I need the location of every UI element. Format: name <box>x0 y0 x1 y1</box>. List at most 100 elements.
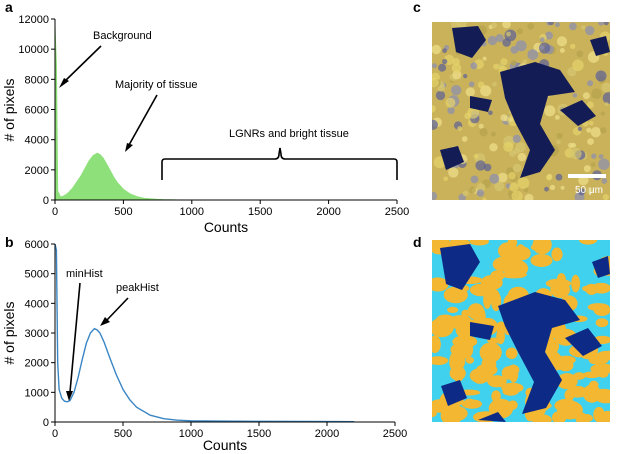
y-tick-label-a-0: 0 <box>43 195 49 207</box>
segmentation-blob <box>449 352 459 371</box>
segmentation-blob <box>505 347 518 360</box>
y-tick-label-b-5: 5000 <box>25 269 49 281</box>
micrograph-speckle <box>577 126 583 131</box>
panel-letter-c: c <box>413 0 421 15</box>
micrograph-speckle <box>576 50 584 58</box>
segmentation-blob <box>449 366 466 381</box>
micrograph-speckle <box>470 175 479 184</box>
micrograph-speckle <box>540 45 545 50</box>
micrograph-speckle <box>515 40 527 52</box>
micrograph-speckle <box>448 167 459 178</box>
micrograph-dark-regions <box>440 26 610 178</box>
micrograph-speckle <box>604 102 609 107</box>
micrograph-speckle <box>482 197 487 200</box>
micrograph-speckle <box>470 62 478 70</box>
annotation-minhist: minHist <box>66 268 103 280</box>
segmentation-blob <box>491 390 501 403</box>
segmentation-blob <box>432 335 441 354</box>
arrow-peakhist <box>105 297 129 322</box>
micrograph-speckle <box>478 123 484 129</box>
micrograph-speckle <box>513 148 520 155</box>
micrograph-speckle <box>556 132 563 139</box>
arrowhead-majority-of-tissue <box>125 143 133 152</box>
micrograph-speckle <box>469 186 476 194</box>
segmentation-blob <box>551 247 563 262</box>
histogram-b: 0 500 1000 1500 2000 2500 0 1000 2000 3000 4000 500… <box>1 239 407 453</box>
micrograph-speckle <box>590 127 601 138</box>
micrograph-speckle <box>452 70 462 80</box>
annotation-lgnrs: LGNRs and bright tissue <box>229 128 349 140</box>
arrow-minhist <box>69 282 81 393</box>
micrograph-speckle <box>544 186 549 192</box>
x-tick-label-a-1: 500 <box>114 206 132 218</box>
micrograph-speckle <box>544 105 556 117</box>
segmentation-blob <box>455 321 472 339</box>
micrograph-speckle <box>570 43 576 49</box>
x-tick-label-b-2: 1000 <box>179 428 203 440</box>
x-tick-label-b-4: 2000 <box>315 428 339 440</box>
micrograph-speckle <box>476 189 485 197</box>
micrograph-speckle <box>511 190 523 200</box>
micrograph-speckle <box>582 92 590 100</box>
micrograph-speckle <box>600 111 605 116</box>
segmentation-blob <box>582 371 601 379</box>
micrograph-speckle <box>591 153 597 159</box>
segmentation-blob <box>432 403 453 412</box>
y-tick-label-b-6: 6000 <box>25 239 49 251</box>
segmentation-blob <box>571 274 581 293</box>
micrograph-speckle <box>461 136 468 142</box>
arrowhead-background <box>59 78 69 88</box>
micrograph-speckle <box>443 176 449 182</box>
segmentation-blob <box>469 283 494 297</box>
segmentation-blob <box>498 242 519 260</box>
arrow-background <box>63 45 102 83</box>
segmentation-blob <box>595 388 610 395</box>
micrograph-speckle <box>586 127 592 133</box>
micrograph-speckle <box>435 90 446 101</box>
micrograph-speckle <box>503 141 514 152</box>
segmentation-blob <box>443 286 468 304</box>
micrograph-speckle <box>585 25 595 36</box>
micrograph-speckle <box>450 22 461 30</box>
segmentation-blob <box>432 356 449 365</box>
micrograph-speckle <box>495 34 504 43</box>
micrograph-speckle <box>457 126 463 131</box>
micrograph-speckle <box>588 120 594 126</box>
micrograph-speckle <box>603 22 609 26</box>
ticks-b: 0 500 1000 1500 2000 2500 0 1000 2000 3000 4000 500… <box>25 239 408 440</box>
segmentation-blob <box>469 368 492 384</box>
micrograph-speckle <box>517 152 527 162</box>
micrograph-speckle <box>488 110 493 116</box>
micrograph-speckle <box>598 154 604 160</box>
arrowhead-minhist <box>66 391 73 401</box>
segmentation-blob <box>507 364 520 375</box>
micrograph-speckle <box>432 119 438 130</box>
y-tick-label-b-4: 4000 <box>25 298 49 310</box>
micrograph-speckle <box>465 87 475 97</box>
micrograph-speckle <box>442 48 447 54</box>
annotation-peakhist: peakHist <box>116 282 159 294</box>
micrograph-speckle <box>522 59 528 65</box>
x-tick-label-a-3: 1500 <box>248 206 272 218</box>
micrograph-speckle <box>475 160 486 171</box>
micrograph-speckle <box>462 190 469 197</box>
micrograph-speckle <box>442 58 448 65</box>
x-tick-label-a-0: 0 <box>52 206 58 218</box>
y-tick-label-b-0: 0 <box>43 417 49 429</box>
segmentation-dark-regions <box>440 244 610 422</box>
micrograph-speckle <box>602 194 609 200</box>
micrograph-speckle <box>479 128 488 137</box>
segmentation-map <box>432 240 610 422</box>
micrograph-speckle <box>583 165 591 173</box>
histogram-a-marks <box>54 26 179 201</box>
micrograph-speckle <box>432 104 436 113</box>
micrograph-speckle <box>578 188 586 196</box>
micrograph-speckle <box>599 127 607 134</box>
y-tick-label-a-3: 6000 <box>25 105 49 117</box>
segmentation-blob <box>564 389 575 402</box>
segmentation-blob <box>465 356 474 364</box>
scale-bar <box>568 174 606 178</box>
segmentation-blob <box>556 373 578 390</box>
segmentation-blob <box>496 321 507 335</box>
